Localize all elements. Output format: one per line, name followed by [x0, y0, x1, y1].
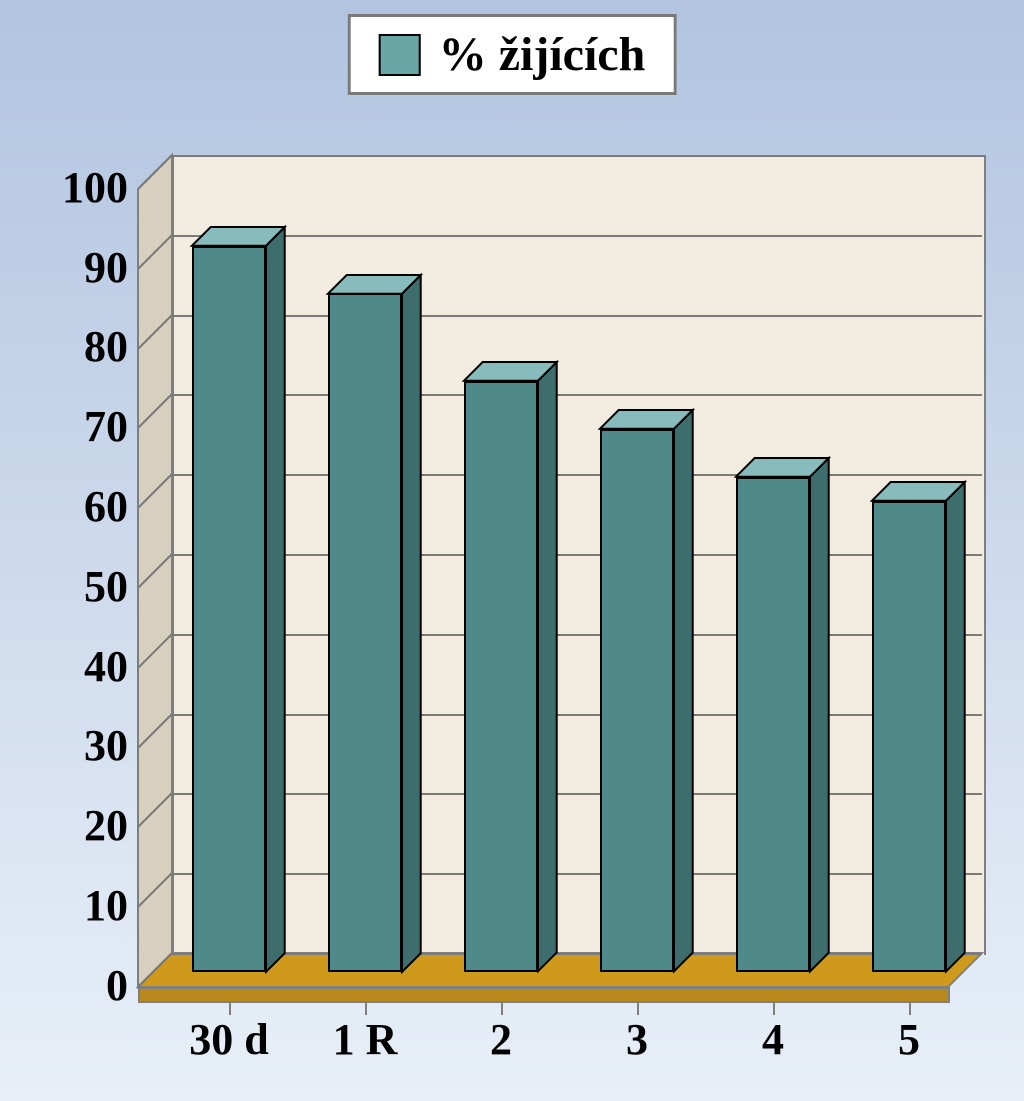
gridline	[136, 632, 174, 675]
gridline	[172, 155, 982, 157]
gridline	[172, 634, 982, 636]
gridline	[136, 233, 174, 276]
gridline	[136, 153, 174, 196]
x-axis-label: 2	[433, 1014, 569, 1065]
y-axis-label: 70	[8, 401, 128, 452]
gridline	[172, 235, 982, 237]
y-axis-label: 40	[8, 641, 128, 692]
gridline	[172, 714, 982, 716]
gridline	[136, 472, 174, 515]
y-axis-label: 10	[8, 880, 128, 931]
y-axis-label: 30	[8, 720, 128, 771]
bar	[736, 477, 810, 972]
gridline	[136, 951, 174, 994]
gridline	[136, 791, 174, 834]
bar	[872, 501, 946, 972]
y-axis-label: 60	[8, 481, 128, 532]
gridline	[136, 392, 174, 435]
bar	[192, 246, 266, 972]
legend-label: % žijících	[439, 27, 646, 82]
x-axis-label: 5	[841, 1014, 977, 1065]
x-tick	[909, 1001, 911, 1015]
bar	[600, 429, 674, 972]
y-axis-label: 100	[8, 162, 128, 213]
chart-floor-front	[138, 987, 950, 1003]
x-tick	[637, 1001, 639, 1015]
y-axis-label: 20	[8, 800, 128, 851]
bar	[464, 381, 538, 972]
x-axis-label: 4	[705, 1014, 841, 1065]
gridline	[136, 871, 174, 914]
x-tick	[773, 1001, 775, 1015]
gridline	[172, 953, 982, 955]
y-axis-label: 90	[8, 242, 128, 293]
legend: % žijících	[348, 14, 677, 95]
x-axis-label: 1 R	[297, 1014, 433, 1065]
gridline	[136, 712, 174, 755]
gridline	[136, 313, 174, 356]
x-axis-label: 30 d	[161, 1014, 297, 1065]
x-tick	[229, 1001, 231, 1015]
x-tick	[365, 1001, 367, 1015]
gridline	[172, 474, 982, 476]
gridline	[172, 554, 982, 556]
bar	[328, 293, 402, 971]
gridline	[172, 315, 982, 317]
y-axis-label: 0	[8, 960, 128, 1011]
x-axis-label: 3	[569, 1014, 705, 1065]
gridline	[172, 394, 982, 396]
x-tick	[501, 1001, 503, 1015]
y-axis-label: 50	[8, 561, 128, 612]
legend-swatch-icon	[379, 34, 421, 76]
gridline	[172, 873, 982, 875]
gridline	[136, 552, 174, 595]
gridline	[172, 793, 982, 795]
y-axis-label: 80	[8, 321, 128, 372]
